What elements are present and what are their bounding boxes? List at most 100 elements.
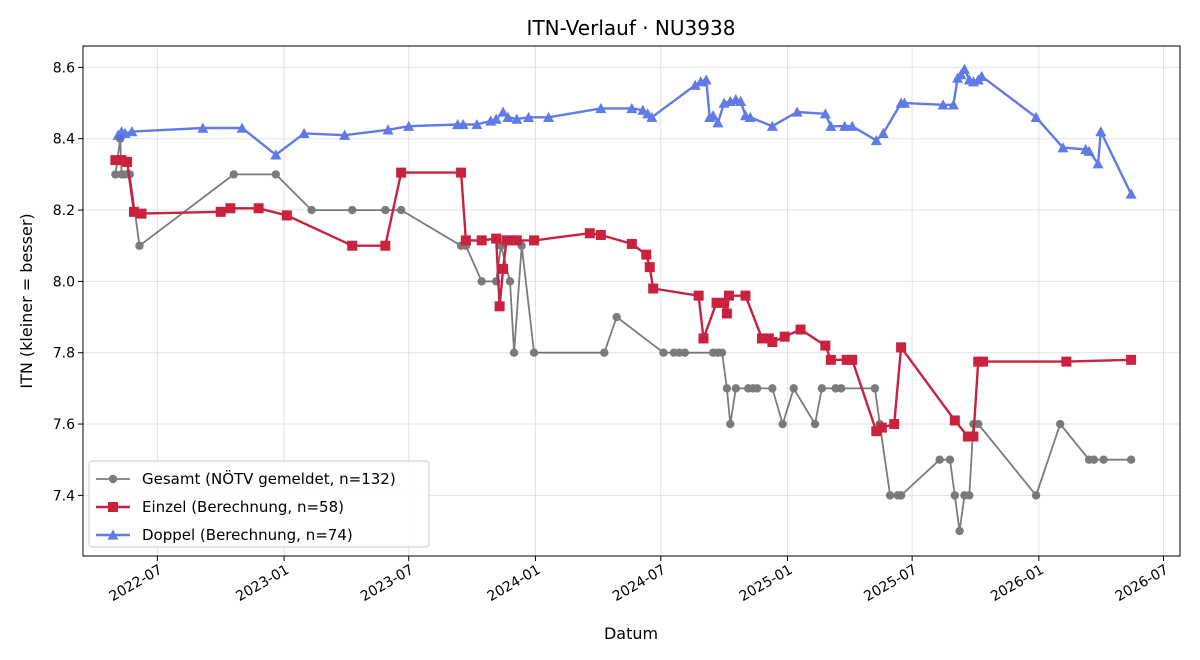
data-point: [215, 206, 226, 217]
legend-marker: [108, 502, 118, 512]
data-point: [955, 526, 964, 536]
data-point: [110, 155, 121, 166]
series-3: [112, 63, 1137, 199]
data-point: [950, 491, 960, 500]
data-point: [380, 240, 391, 251]
data-point: [958, 63, 970, 74]
legend-box: [88, 460, 430, 548]
data-point: [529, 235, 540, 246]
data-point: [846, 120, 858, 131]
data-point: [722, 384, 732, 393]
data-point: [523, 111, 535, 123]
data-point: [490, 113, 502, 124]
data-point: [646, 111, 658, 123]
data-point: [1055, 419, 1065, 429]
data-point: [644, 262, 655, 273]
data-point: [896, 342, 907, 353]
data-point: [779, 331, 790, 342]
x-tick-label: 2025-07: [861, 562, 920, 605]
data-point: [502, 111, 514, 123]
x-tick-label: 2022-07: [107, 562, 166, 605]
data-point: [717, 348, 727, 357]
data-point: [298, 127, 310, 139]
data-point: [498, 263, 509, 274]
legend-label: Gesamt (NÖTV gemeldet, n=132): [142, 469, 396, 488]
x-tick-label: 2023-07: [358, 562, 417, 605]
data-point: [128, 206, 139, 217]
data-point: [744, 111, 756, 123]
data-point: [281, 210, 292, 221]
y-tick-label: 8.6: [53, 60, 75, 76]
data-point: [236, 122, 248, 133]
data-point: [965, 491, 974, 500]
series-line: [117, 67, 1133, 195]
data-point: [595, 230, 606, 241]
data-point: [641, 249, 652, 260]
data-point: [382, 124, 394, 135]
data-point: [1099, 455, 1108, 464]
data-point: [626, 102, 638, 114]
data-point: [347, 240, 358, 251]
data-point: [839, 120, 851, 131]
data-point: [752, 384, 762, 393]
data-point: [612, 312, 621, 322]
data-point: [116, 155, 127, 166]
data-point: [270, 149, 282, 160]
data-point: [1061, 356, 1072, 367]
data-point: [825, 120, 837, 131]
data-point: [935, 455, 944, 464]
data-point: [1126, 455, 1136, 464]
x-tick-label: 2024-07: [610, 562, 669, 605]
data-point: [789, 384, 798, 393]
data-point: [756, 333, 767, 344]
data-point: [836, 384, 846, 393]
data-point: [122, 156, 133, 167]
data-point: [135, 241, 144, 250]
data-point: [766, 120, 778, 131]
data-point: [136, 208, 147, 219]
data-point: [229, 170, 239, 179]
data-point: [491, 233, 502, 244]
data-point: [348, 205, 357, 215]
series-2: [110, 155, 1137, 442]
x-tick-label: 2024-01: [485, 562, 544, 605]
y-tick-label: 8.0: [53, 274, 75, 290]
data-point: [945, 455, 955, 464]
data-point: [600, 348, 609, 357]
legend-entry: [96, 529, 130, 540]
data-point: [505, 277, 515, 286]
data-point: [396, 205, 406, 215]
data-point: [937, 99, 949, 110]
data-point: [896, 491, 906, 500]
data-point: [529, 348, 539, 357]
x-tick-label: 2026-07: [1113, 562, 1172, 605]
legend-marker: [108, 474, 118, 484]
data-point: [477, 277, 486, 286]
data-point: [767, 337, 778, 348]
data-point: [841, 354, 852, 365]
data-point: [471, 118, 483, 130]
data-point: [271, 170, 281, 179]
data-point: [693, 290, 704, 301]
data-point: [680, 348, 690, 357]
data-point: [723, 290, 734, 301]
x-axis-label: Datum: [604, 624, 658, 643]
x-tick-label: 2023-01: [233, 562, 292, 605]
data-point: [689, 79, 701, 90]
data-point: [698, 333, 709, 344]
data-point: [876, 422, 887, 433]
data-point: [1030, 111, 1042, 123]
data-point: [225, 203, 236, 214]
data-point: [1126, 354, 1137, 365]
y-axis-label: ITN (kleiner = besser): [17, 213, 36, 388]
y-tick-label: 7.8: [53, 346, 75, 362]
y-tick-label: 7.4: [53, 488, 75, 504]
legend-entry: [96, 502, 130, 512]
data-point: [885, 491, 895, 500]
data-point: [949, 415, 960, 426]
data-point: [955, 69, 967, 80]
data-point: [740, 290, 751, 301]
data-point: [889, 419, 900, 430]
data-point: [877, 127, 889, 139]
data-point: [810, 419, 820, 429]
